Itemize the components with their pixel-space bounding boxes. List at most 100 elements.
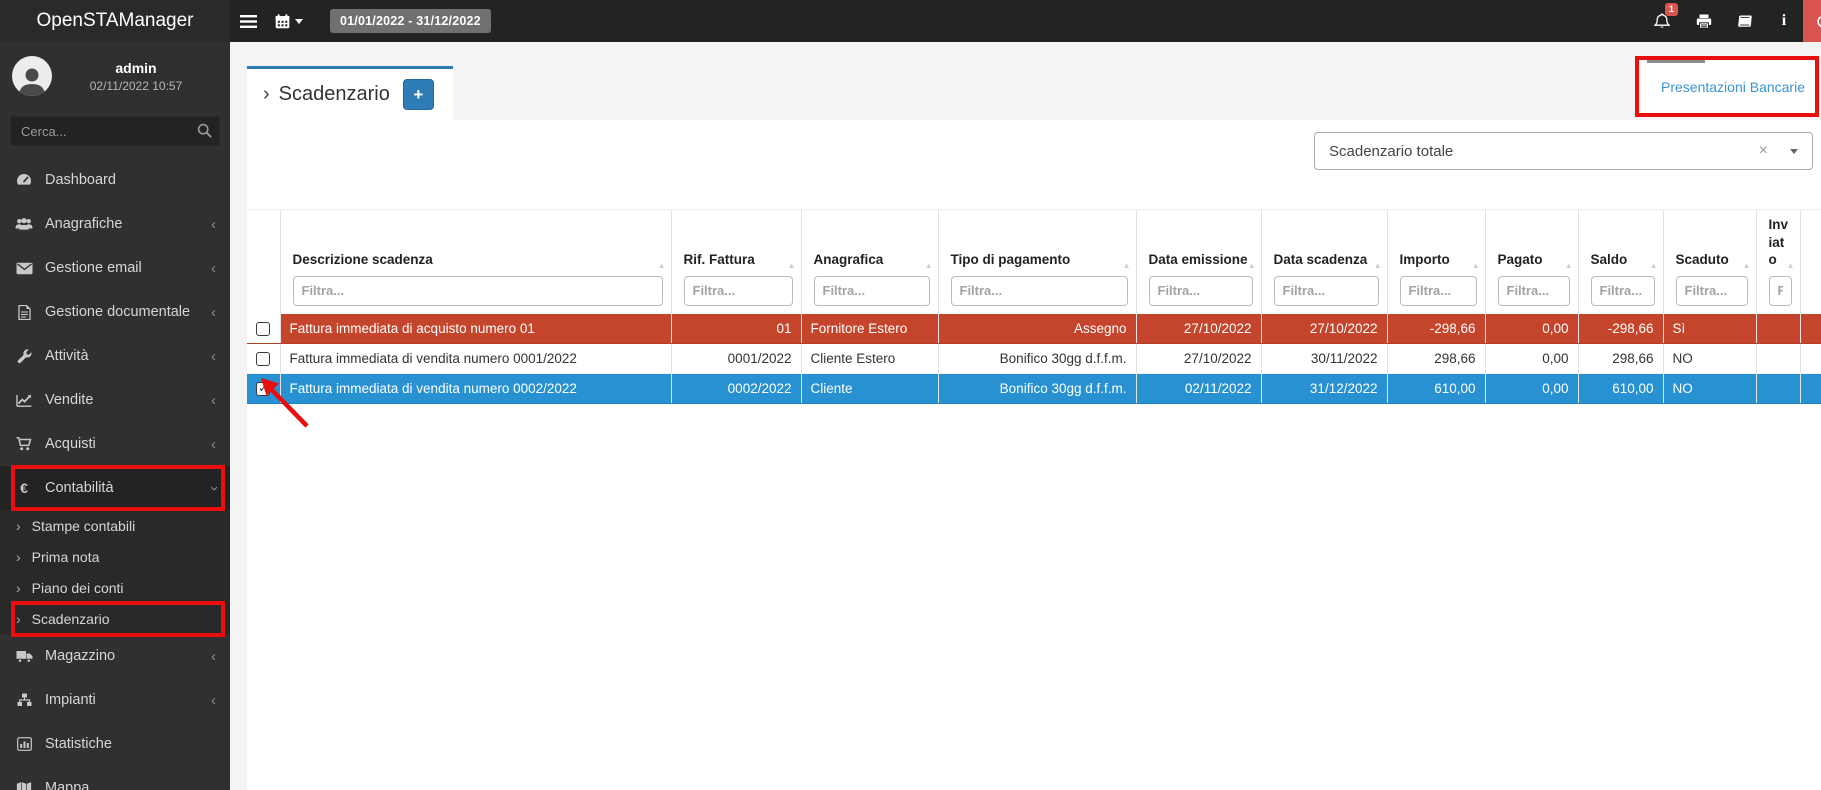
table-row[interactable]: Fattura immediata di acquisto numero 01 … <box>247 313 1821 345</box>
filter-importo-input[interactable] <box>1399 275 1477 306</box>
notifications-button[interactable]: 1 <box>1641 0 1683 42</box>
sidebar-item-magazzino[interactable]: Magazzino <box>0 634 230 678</box>
sidebar-item-label: Mappa <box>45 780 90 790</box>
header-saldo[interactable]: Saldo <box>1577 208 1663 314</box>
cell-pagato: 0,00 <box>1484 313 1578 345</box>
filter-scaduto-input[interactable] <box>1675 275 1748 306</box>
sidebar-item-statistiche[interactable]: Statistiche <box>0 722 230 766</box>
chevron-left-icon <box>211 693 216 708</box>
filter-saldo-input[interactable] <box>1590 275 1655 306</box>
row-checkbox[interactable] <box>256 352 271 367</box>
search-icon[interactable] <box>197 123 212 138</box>
sidebar-item-anagrafiche[interactable]: Anagrafiche <box>0 202 230 246</box>
header-empty-column <box>1799 208 1821 314</box>
sidebar-item-label: Gestione email <box>45 260 142 276</box>
sidebar-item-attivita[interactable]: Attività <box>0 334 230 378</box>
sidebar-item-gestione-documentale[interactable]: Gestione documentale <box>0 290 230 334</box>
cell-emissione: 27/10/2022 <box>1135 343 1261 375</box>
date-range-badge[interactable]: 01/01/2022 - 31/12/2022 <box>330 9 491 33</box>
submenu-item-stampe-contabili[interactable]: Stampe contabili <box>0 510 230 541</box>
sidebar-item-label: Vendite <box>45 392 94 408</box>
cell-saldo: 610,00 <box>1577 373 1663 405</box>
header-anagrafica[interactable]: Anagrafica <box>800 208 938 314</box>
filter-pagato-input[interactable] <box>1497 275 1570 306</box>
header-data-emissione[interactable]: Data emissione <box>1135 208 1261 314</box>
sidebar-item-mappa[interactable]: Mappa <box>0 766 230 790</box>
topbar-right: 1 i <box>1641 0 1821 42</box>
info-button[interactable]: i <box>1765 0 1803 42</box>
cell-tipo: Bonifico 30gg d.f.f.m. <box>937 343 1136 375</box>
sidebar-item-gestione-email[interactable]: Gestione email <box>0 246 230 290</box>
search-input[interactable] <box>10 116 220 146</box>
sidebar-item-label: Acquisti <box>45 436 96 452</box>
table-row-selected[interactable]: Fattura immediata di vendita numero 0002… <box>247 373 1821 405</box>
row-checkbox-checked[interactable] <box>256 381 271 397</box>
sidebar-item-contabilita[interactable]: € Contabilità <box>0 466 230 510</box>
bank-presentations-link[interactable]: Presentazioni Bancarie <box>1661 78 1805 95</box>
header-scaduto[interactable]: Scaduto <box>1662 208 1756 314</box>
filter-emissione-input[interactable] <box>1148 275 1253 306</box>
submenu-item-piano-dei-conti[interactable]: Piano dei conti <box>0 572 230 603</box>
submenu-item-prima-nota[interactable]: Prima nota <box>0 541 230 572</box>
row-checkbox-cell <box>247 343 280 375</box>
chevron-right-icon <box>16 518 21 534</box>
cell-rif: 01 <box>670 313 801 345</box>
header-rif-fattura[interactable]: Rif. Fattura <box>670 208 801 314</box>
filter-descrizione-input[interactable] <box>292 275 663 306</box>
map-icon <box>14 781 34 790</box>
clear-icon[interactable] <box>1759 142 1768 160</box>
wrench-icon <box>14 348 34 364</box>
filter-rif-input[interactable] <box>683 275 793 306</box>
filter-scadenza-input[interactable] <box>1273 275 1379 306</box>
sidebar: admin 02/11/2022 10:57 Dashboard Anagraf… <box>0 42 230 790</box>
sort-icon <box>1650 261 1658 270</box>
cell-scaduto: Sì <box>1662 313 1756 345</box>
tachometer-icon <box>14 173 34 187</box>
cell-emissione: 02/11/2022 <box>1135 373 1261 405</box>
docs-button[interactable] <box>1725 0 1765 42</box>
filter-inviato-input[interactable] <box>1768 275 1792 306</box>
sort-icon <box>1743 261 1751 270</box>
header-pagato[interactable]: Pagato <box>1484 208 1578 314</box>
content-panel: Scadenzario totale Descrizione scadenza … <box>247 120 1821 790</box>
logout-button[interactable] <box>1803 0 1821 42</box>
sidebar-item-dashboard[interactable]: Dashboard <box>0 158 230 202</box>
sort-icon <box>1787 261 1795 270</box>
bar-chart-icon <box>14 737 34 751</box>
filter-tipo-input[interactable] <box>950 275 1128 306</box>
cell-scaduto: NO <box>1662 373 1756 405</box>
sidebar-toggle-button[interactable] <box>230 0 266 42</box>
brand-logo[interactable]: OpenSTAManager <box>0 0 230 42</box>
topbar-left: 01/01/2022 - 31/12/2022 <box>230 0 491 42</box>
power-icon <box>1816 15 1821 27</box>
header-importo[interactable]: Importo <box>1386 208 1485 314</box>
users-icon <box>14 217 34 231</box>
user-datetime: 02/11/2022 10:57 <box>89 78 183 93</box>
print-button[interactable] <box>1683 0 1725 42</box>
filter-anagrafica-input[interactable] <box>813 275 930 306</box>
sidebar-menu: Dashboard Anagrafiche Gestione email Ges… <box>0 158 230 790</box>
sidebar-item-impianti[interactable]: Impianti <box>0 678 230 722</box>
sidebar-item-acquisti[interactable]: Acquisti <box>0 422 230 466</box>
scadenzario-table: Descrizione scadenza Rif. Fattura Anagra… <box>247 208 1821 405</box>
add-button[interactable]: + <box>402 79 434 110</box>
submenu-item-scadenzario[interactable]: Scadenzario <box>0 603 230 634</box>
scadenzario-filter-select[interactable]: Scadenzario totale <box>1314 132 1813 170</box>
row-checkbox[interactable] <box>256 322 271 337</box>
cell-scadenza: 31/12/2022 <box>1260 373 1387 405</box>
scadenzario-tab[interactable]: Scadenzario + <box>247 66 453 120</box>
cell-importo: 610,00 <box>1386 373 1485 405</box>
avatar[interactable] <box>12 56 52 96</box>
sidebar-item-label: Gestione documentale <box>45 304 191 320</box>
table-row[interactable]: Fattura immediata di vendita numero 0001… <box>247 343 1821 375</box>
sidebar-item-vendite[interactable]: Vendite <box>0 378 230 422</box>
header-descrizione[interactable]: Descrizione scadenza <box>279 208 671 314</box>
header-data-scadenza[interactable]: Data scadenza <box>1260 208 1387 314</box>
sort-icon <box>1472 261 1480 270</box>
submenu-item-label: Scadenzario <box>31 610 110 627</box>
chevron-left-icon <box>211 217 216 232</box>
header-inviato[interactable]: Inviato <box>1755 208 1800 314</box>
header-tipo-pagamento[interactable]: Tipo di pagamento <box>937 208 1136 314</box>
calendar-button[interactable] <box>266 0 312 42</box>
row-checkbox-cell <box>247 313 280 345</box>
